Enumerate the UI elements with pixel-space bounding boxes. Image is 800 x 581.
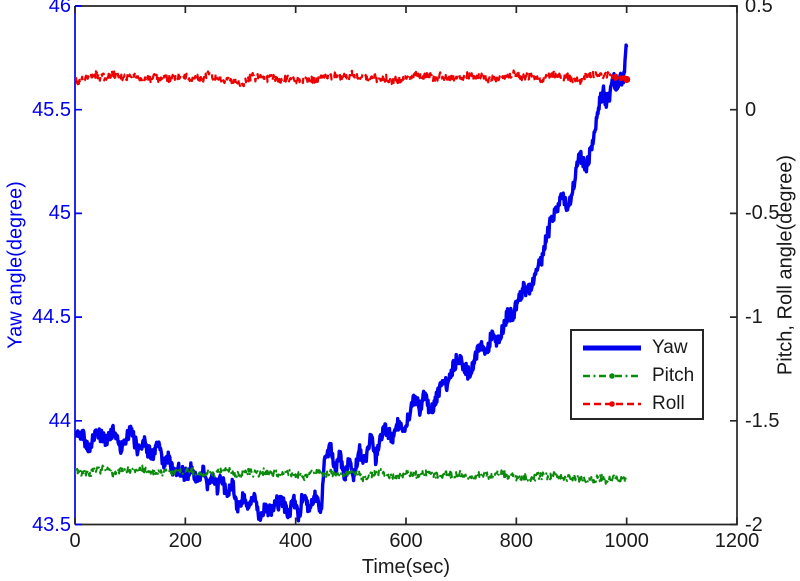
- legend-label: Yaw: [652, 337, 688, 358]
- y-right-tick-label: 0.5: [745, 0, 773, 17]
- legend-item-pitch: Pitch: [572, 362, 702, 390]
- y-right-tick-label: -1.5: [745, 409, 780, 432]
- y-axis-label-left: Yaw angle(degree): [4, 181, 27, 349]
- x-tick-label: 600: [389, 530, 423, 552]
- legend-line-sample-roll: [583, 401, 641, 407]
- y-left-tick-label: 45.5: [32, 98, 71, 121]
- legend: Yaw Pitch Roll: [570, 329, 704, 420]
- legend-line-sample-pitch: [583, 373, 641, 379]
- y-left-tick-label: 46: [48, 0, 71, 17]
- x-tick-label: 0: [69, 530, 81, 552]
- legend-label: Roll: [652, 393, 685, 414]
- y-right-tick-label: -2: [745, 513, 763, 536]
- x-tick-label: 400: [278, 530, 313, 552]
- y-left-tick-label: 43.5: [32, 513, 71, 536]
- y-right-tick-label: 0: [745, 98, 757, 121]
- x-tick-label: 800: [499, 530, 534, 552]
- y-left-tick-label: 44: [48, 409, 71, 432]
- x-tick-label: 1000: [604, 530, 649, 552]
- x-tick-label: 1200: [714, 530, 760, 552]
- legend-line-sample-yaw: [583, 345, 641, 351]
- x-axis-label: Time(sec): [361, 556, 451, 578]
- x-tick-label: 200: [168, 530, 203, 552]
- y-axis-label-right: Pitch, Roll angle(degree): [774, 154, 797, 376]
- y-left-tick-label: 45: [48, 202, 71, 225]
- y-left-tick-label: 44.5: [32, 306, 71, 329]
- legend-item-roll: Roll: [572, 390, 702, 418]
- y-right-tick-label: -0.5: [745, 202, 780, 225]
- y-right-tick-label: -1: [745, 306, 763, 329]
- legend-label: Pitch: [652, 365, 695, 386]
- legend-item-yaw: Yaw: [572, 334, 702, 362]
